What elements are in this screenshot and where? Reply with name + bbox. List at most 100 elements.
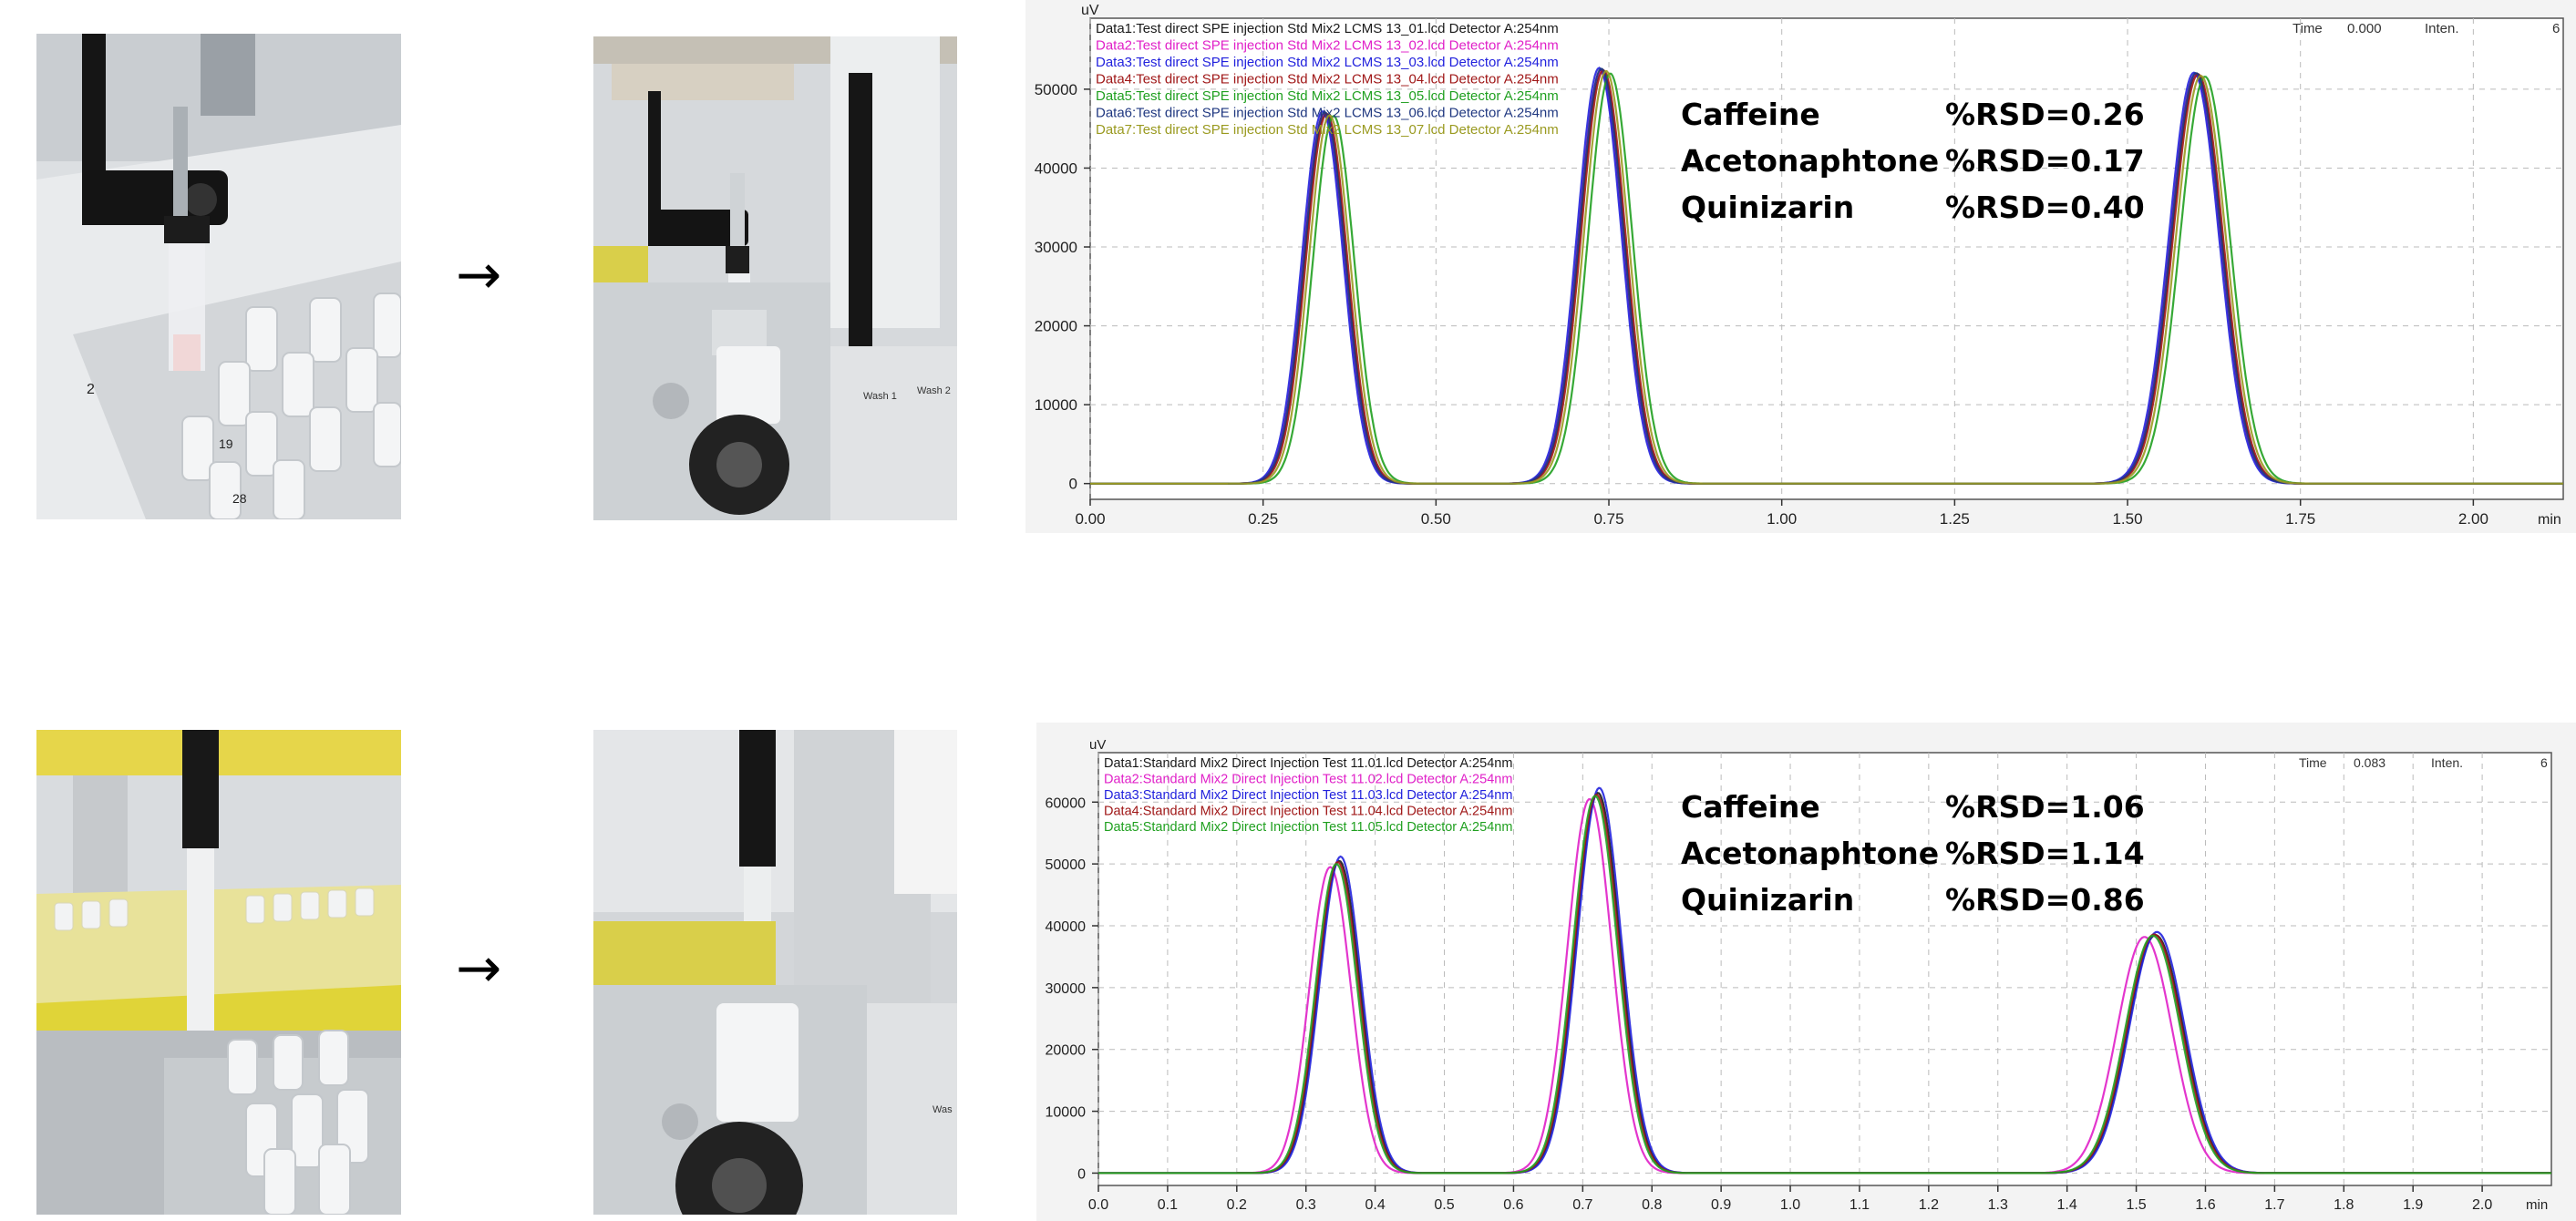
x-tick-label: 1.9: [2403, 1197, 2423, 1213]
y-tick-label: 10000: [1046, 1105, 1087, 1121]
y-tick-label: 40000: [1035, 159, 1077, 177]
x-tick-label: 0.75: [1593, 510, 1623, 528]
x-tick-label: 0.50: [1421, 510, 1451, 528]
time-label: Time: [2293, 21, 2323, 36]
x-tick-label: 1.75: [2285, 510, 2315, 528]
inten-label: Inten.: [2425, 21, 2459, 36]
rsd-value: %RSD=1.06: [1945, 789, 2145, 825]
chromatogram-top: 0.00 0.25 0.50 0.75 1.00 1.25 1.50 1.75 2.00 0 100…: [1035, 3, 2564, 528]
x-tick-label: 1.7: [2264, 1197, 2284, 1213]
x-tick-label: 1.25: [1940, 510, 1970, 528]
time-value: 0.083: [2354, 755, 2385, 770]
legend-entry-7: Data7:Test direct SPE injection Std Mix2…: [1096, 122, 1559, 138]
x-tick-label: 0.2: [1227, 1197, 1247, 1213]
legend-entry-4: Data4:Standard Mix2 Direct Injection Tes…: [1104, 805, 1512, 819]
compound-name: Acetonaphtone: [1681, 836, 1940, 871]
y-tick-label: 30000: [1035, 239, 1077, 256]
arrow-top: →: [456, 243, 502, 307]
y-tick-label: 60000: [1046, 795, 1087, 811]
legend-entry-3: Data3:Test direct SPE injection Std Mix2…: [1096, 55, 1559, 70]
x-tick-label: 2.0: [2472, 1197, 2492, 1213]
y-tick-label: 0: [1069, 476, 1077, 493]
x-tick-label: 2.00: [2458, 510, 2488, 528]
x-tick-label: 0.7: [1572, 1197, 1592, 1213]
legend-entry-3: Data3:Standard Mix2 Direct Injection Tes…: [1104, 788, 1512, 803]
x-tick-label: 1.6: [2195, 1197, 2215, 1213]
x-tick-label: 1.5: [2126, 1197, 2146, 1213]
y-tick-label: 50000: [1035, 81, 1077, 98]
chromatogram-bottom: 0.0 0.1 0.2 0.3 0.4 0.5 0.6 0.7 0.8 0.9 1.0 1.1 1.2 1…: [1046, 737, 2552, 1213]
x-tick-label: 0.00: [1075, 510, 1105, 528]
photo-top-right: Wash 1 Wash 2: [593, 36, 957, 520]
legend-entry-4: Data4:Test direct SPE injection Std Mix2…: [1096, 72, 1559, 87]
rack-label-19: 19: [219, 436, 233, 451]
x-tick-label: 0.0: [1088, 1197, 1108, 1213]
time-value: 0.000: [2347, 21, 2382, 36]
compound-name: Acetonaphtone: [1681, 143, 1940, 179]
x-tick-label: 1.00: [1767, 510, 1797, 528]
compound-name: Quinizarin: [1681, 882, 1855, 918]
compound-name: Caffeine: [1681, 97, 1820, 132]
rsd-value: %RSD=0.26: [1945, 97, 2145, 132]
plot-area: [1097, 752, 2552, 1186]
x-tick-label: 0.1: [1158, 1197, 1178, 1213]
x-tick-label: 0.8: [1642, 1197, 1662, 1213]
x-tick-label: 0.5: [1434, 1197, 1454, 1213]
photo-bottom-left: [36, 730, 401, 1215]
x-tick-label: 1.2: [1919, 1197, 1939, 1213]
legend-entry-6: Data6:Test direct SPE injection Std Mix2…: [1096, 106, 1559, 121]
legend-entry-2: Data2:Test direct SPE injection Std Mix2…: [1096, 38, 1559, 54]
legend-entry-5: Data5:Test direct SPE injection Std Mix2…: [1096, 88, 1559, 104]
wash2-label: Wash 2: [917, 385, 951, 396]
x-tick-label: 0.9: [1711, 1197, 1731, 1213]
x-tick-label: 0.6: [1503, 1197, 1523, 1213]
x-tick-label: 1.0: [1780, 1197, 1800, 1213]
y-tick-label: 10000: [1035, 396, 1077, 414]
y-tick-label: 30000: [1046, 981, 1087, 997]
x-tick-label: 1.50: [2112, 510, 2142, 528]
legend-entry-2: Data2:Standard Mix2 Direct Injection Tes…: [1104, 773, 1512, 787]
x-tick-label: 0.4: [1365, 1197, 1385, 1213]
spe-tip-in-injection-port-photo: Wash 1 Wash 2: [593, 36, 957, 520]
rsd-value: %RSD=0.86: [1945, 882, 2145, 918]
rack-label-28: 28: [232, 491, 247, 506]
plot-area: [1089, 17, 2564, 500]
x-tick-label: 1.3: [1988, 1197, 2008, 1213]
rack-label-2: 2: [87, 382, 95, 397]
inten-label: Inten.: [2431, 755, 2463, 770]
x-tick-label: 1.4: [2057, 1197, 2077, 1213]
header-right-value: 6: [2540, 755, 2548, 770]
header-right-value: 6: [2552, 21, 2560, 36]
rsd-value: %RSD=0.17: [1945, 143, 2145, 179]
y-tick-label: 40000: [1046, 919, 1087, 935]
wash-label: Was: [933, 1104, 953, 1115]
y-tick-label: 20000: [1035, 318, 1077, 335]
y-tick-label: 50000: [1046, 857, 1087, 873]
photo-top-left: 2 19 28: [36, 34, 401, 519]
chromatogram-bottom-panel: 0.0 0.1 0.2 0.3 0.4 0.5 0.6 0.7 0.8 0.9 1.0 1.1 1.2 1…: [1036, 723, 2576, 1221]
tip-in-injection-port-photo: Was: [593, 730, 957, 1215]
x-tick-label: 0.3: [1296, 1197, 1316, 1213]
compound-name: Quinizarin: [1681, 190, 1855, 225]
arrow-bottom: →: [456, 937, 502, 1000]
x-axis-unit-label: min: [2538, 512, 2561, 528]
series-line-7: [1228, 69, 2563, 485]
legend-entry-1: Data1:Test direct SPE injection Std Mix2…: [1096, 21, 1559, 36]
legend-entry-1: Data1:Standard Mix2 Direct Injection Tes…: [1104, 756, 1512, 771]
rsd-value: %RSD=0.40: [1945, 190, 2145, 225]
series-line-5: [1236, 795, 2551, 1175]
y-axis-unit-label: uV: [1089, 737, 1106, 753]
y-axis-unit-label: uV: [1081, 3, 1099, 18]
time-label: Time: [2299, 755, 2327, 770]
legend-entry-5: Data5:Standard Mix2 Direct Injection Tes…: [1104, 820, 1512, 835]
rsd-value: %RSD=1.14: [1945, 836, 2145, 871]
x-tick-label: 0.25: [1248, 510, 1278, 528]
y-tick-label: 0: [1077, 1166, 1086, 1182]
x-tick-label: 1.8: [2334, 1197, 2354, 1213]
pipette-tip-rack-photo: [36, 730, 401, 1215]
spe-pipette-in-vial-rack-photo: 2 19 28: [36, 34, 401, 519]
x-axis-unit-label: min: [2526, 1197, 2548, 1213]
wash1-label: Wash 1: [863, 391, 897, 402]
y-tick-label: 20000: [1046, 1043, 1087, 1059]
compound-name: Caffeine: [1681, 789, 1820, 825]
